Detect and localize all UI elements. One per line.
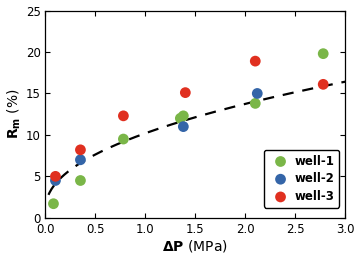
well-3	[252, 59, 258, 63]
well-3	[183, 90, 188, 95]
Y-axis label: $\bf{R_m}$ (%): $\bf{R_m}$ (%)	[5, 89, 23, 139]
well-3	[320, 82, 326, 86]
well-3	[53, 174, 58, 178]
Legend: well-1, well-2, well-3: well-1, well-2, well-3	[264, 150, 339, 208]
well-2	[53, 178, 58, 183]
well-1	[180, 114, 186, 118]
X-axis label: $\bf{\Delta P}$ (MPa): $\bf{\Delta P}$ (MPa)	[162, 238, 228, 255]
well-3	[77, 148, 83, 152]
well-2	[255, 91, 260, 95]
well-2	[77, 158, 83, 162]
well-1	[121, 137, 126, 141]
well-1	[77, 178, 83, 183]
well-1	[177, 116, 183, 120]
well-1	[320, 51, 326, 56]
well-2	[180, 125, 186, 129]
well-3	[121, 114, 126, 118]
well-1	[252, 101, 258, 106]
well-1	[51, 202, 57, 206]
